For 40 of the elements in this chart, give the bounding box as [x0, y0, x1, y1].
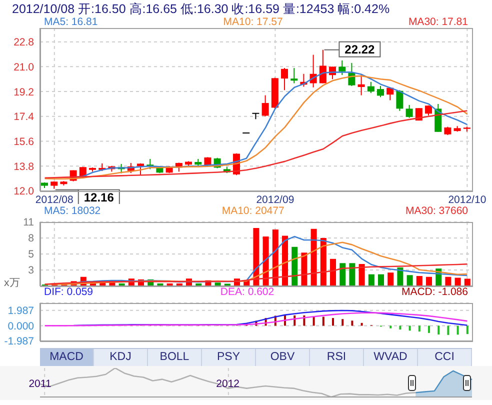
value-callout: 22.22 [324, 41, 381, 58]
y-tick-label: 0.000 [8, 320, 34, 332]
annotation: 22.22 [344, 42, 376, 56]
text: MA10: 20477 [222, 205, 284, 217]
text: OBV [256, 349, 310, 366]
x-tick-label: 2012/10 [448, 194, 486, 206]
text: RSI [310, 349, 364, 366]
text: KDJ [94, 349, 148, 366]
x-tick-label: 2012 [216, 378, 240, 390]
x-tick-label: 2012/09 [256, 194, 294, 206]
text: WVAD [364, 349, 418, 366]
y-tick-label: 11 [23, 216, 34, 229]
text: MA30: 17.81 [408, 16, 468, 28]
text: MA5: 16.81 [44, 16, 98, 28]
y-tick-label: 22.8 [14, 36, 34, 49]
text: MACD: -1.086 [401, 286, 468, 298]
text: BOLL [148, 349, 202, 366]
annotation: 12.16 [84, 190, 114, 204]
text: MA10: 17.57 [223, 16, 283, 28]
text: MA5: 18032 [44, 205, 101, 217]
y-tick-label: 5 [28, 248, 34, 261]
text: PSY [202, 349, 256, 366]
chart-title: 2012/10/08 开:16.50 高:16.65 低:16.30 收:16.59 量:12453 幅:0.42% [12, 1, 390, 18]
y-tick-label: 8 [28, 232, 34, 245]
y-tick-label: 3 [28, 264, 34, 277]
y-tick-label: 21.0 [14, 61, 34, 74]
y-tick-label: 13.8 [14, 160, 34, 173]
x-tick-label: 2011 [28, 378, 52, 390]
text: CCI [418, 349, 472, 366]
y-tick-label: -1.987 [4, 336, 34, 348]
y-tick-label: 12.0 [14, 186, 34, 198]
y-tick-label: 1.987 [8, 305, 34, 318]
y-tick-label: 17.4 [14, 111, 34, 124]
text: DEA: 0.602 [220, 286, 274, 298]
y-tick-label: 19.2 [14, 86, 34, 98]
x-tick-label: 2012/08 [35, 194, 74, 206]
text: DIF: 0.059 [44, 286, 94, 298]
y-tick-label: 15.6 [14, 136, 34, 148]
text: MACD [40, 349, 94, 366]
text: MA30: 37660 [406, 205, 468, 217]
